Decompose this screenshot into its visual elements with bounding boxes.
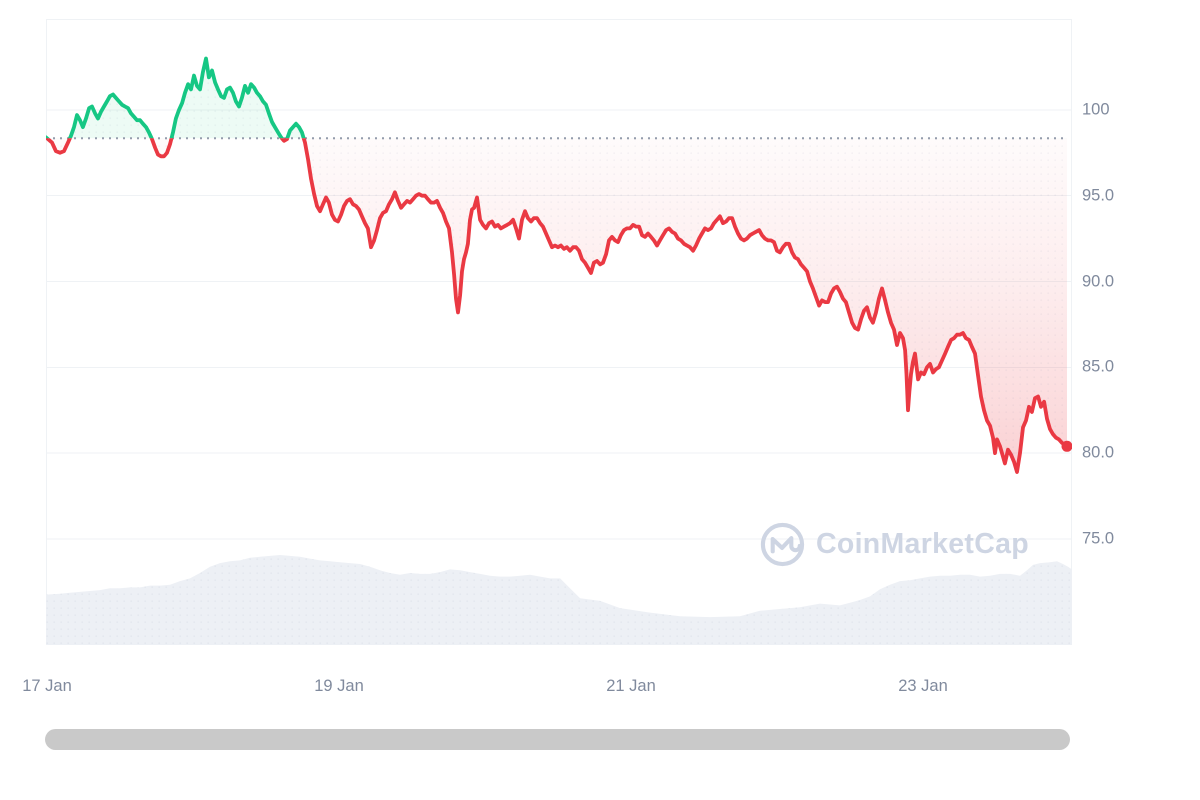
y-axis-label: 75.0: [1082, 529, 1115, 548]
plot-area[interactable]: [46, 19, 1072, 645]
y-axis-label: 90.0: [1082, 272, 1115, 290]
price-line-up: [46, 56, 306, 139]
price-chart: [46, 19, 1072, 645]
y-axis-label: 80.0: [1082, 443, 1115, 462]
volume-profile-texture: [46, 555, 1072, 645]
x-axis-label: 23 Jan: [898, 677, 948, 695]
y-axis-label: 95.0: [1082, 186, 1115, 205]
x-axis-label: 21 Jan: [606, 677, 656, 695]
y-axis-label: 85.0: [1082, 357, 1115, 376]
y-axis-label: 100: [1082, 100, 1110, 119]
area-texture: [46, 58, 1067, 472]
x-axis-label: 17 Jan: [22, 677, 72, 695]
last-price-dot: [1061, 440, 1072, 452]
plot-border: [46, 19, 1072, 645]
x-axis-label: 19 Jan: [314, 677, 364, 695]
chart-scrollbar-thumb[interactable]: [45, 729, 1070, 750]
price-line-down: [46, 138, 1069, 474]
